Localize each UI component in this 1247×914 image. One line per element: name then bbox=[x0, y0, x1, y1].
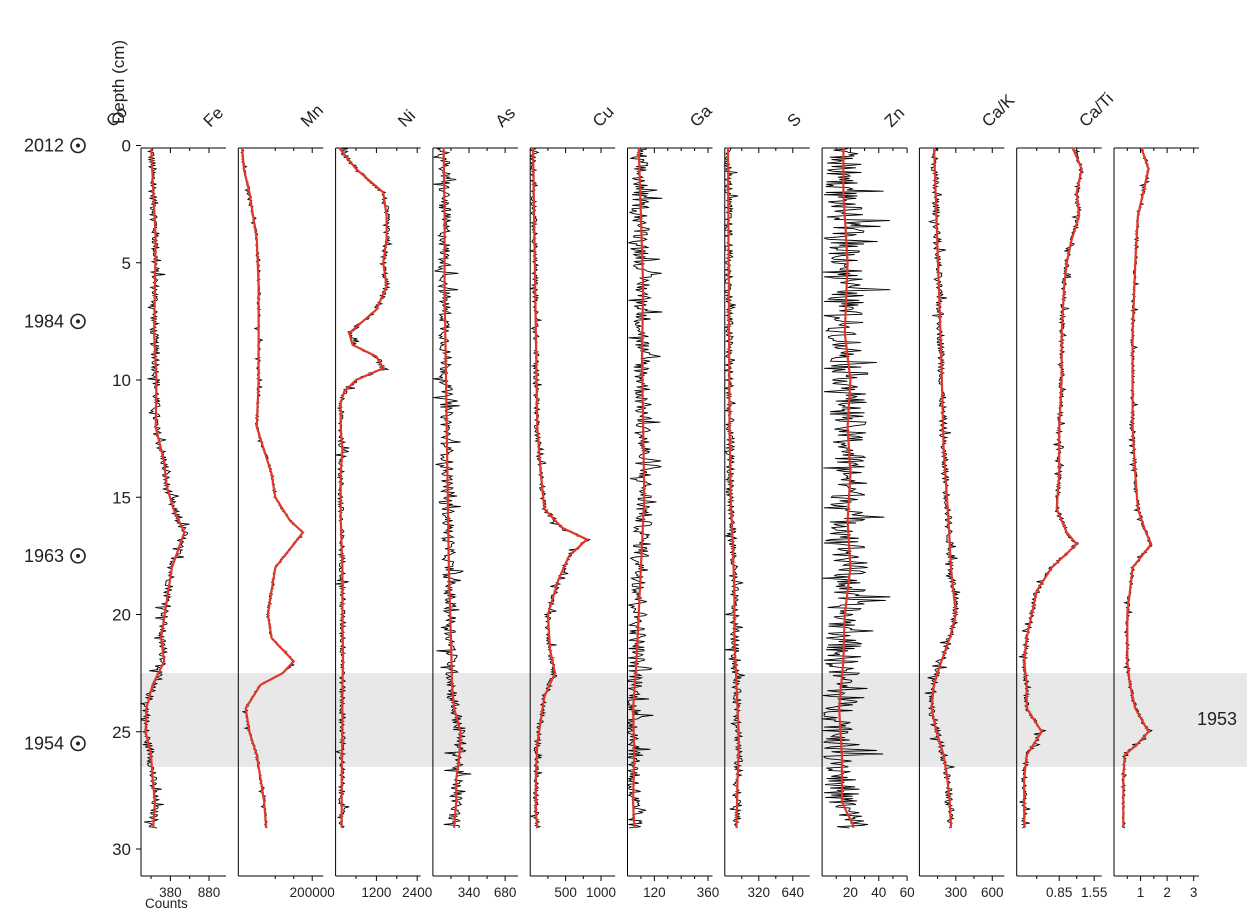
smoothed-series-line bbox=[338, 147, 388, 828]
x-tick-label: 20 bbox=[843, 885, 858, 900]
panel-label: Ca/K bbox=[978, 90, 1019, 131]
x-tick-label: 880 bbox=[198, 885, 221, 900]
smoothed-series-line bbox=[726, 147, 740, 828]
x-tick-label: 640 bbox=[782, 885, 805, 900]
depth-tick-label: 15 bbox=[112, 488, 131, 507]
panel-mn: 1200 2400 Mn bbox=[297, 101, 432, 900]
panel-label: Ca/Ti bbox=[1075, 89, 1117, 131]
dates-layer: 2012 1984 1963 1954 bbox=[24, 136, 86, 753]
smoothed-series-line bbox=[930, 147, 957, 828]
date-year-label: 1984 bbox=[24, 311, 64, 331]
panel-label: Fe bbox=[200, 103, 227, 130]
panel-ga: 320 640 Ga bbox=[686, 101, 810, 900]
date-marker-ring bbox=[70, 548, 86, 564]
panel-ni: 340 680 Ni bbox=[394, 106, 518, 900]
smoothed-series-line bbox=[442, 147, 462, 828]
x-tick-label: 3 bbox=[1190, 885, 1198, 900]
x-tick-label: 500 bbox=[554, 885, 577, 900]
date-marker-dot bbox=[76, 319, 80, 324]
panel-s: 20 40 60 S bbox=[783, 109, 914, 900]
x-tick-label: 320 bbox=[748, 885, 771, 900]
date-marker-dot bbox=[76, 553, 80, 558]
x-tick-label: 680 bbox=[494, 885, 517, 900]
date-year-label: 1963 bbox=[24, 546, 64, 566]
panel-label: Zn bbox=[881, 103, 908, 130]
x-tick-label: 2400 bbox=[402, 885, 432, 900]
x-tick-label: 300 bbox=[945, 885, 968, 900]
smoothed-series-line bbox=[837, 147, 855, 828]
x-tick-label: 1000 bbox=[586, 885, 616, 900]
depth-tick-label: 25 bbox=[112, 723, 131, 742]
panel-label: S bbox=[783, 109, 804, 130]
raw-series-line bbox=[626, 147, 663, 829]
depth-tick-label: 0 bbox=[122, 137, 131, 156]
smoothed-series-line bbox=[241, 147, 305, 828]
depth-tick-label: 20 bbox=[112, 606, 131, 625]
shaded-band bbox=[141, 673, 1247, 767]
shaded-band-label: 1953 bbox=[1197, 709, 1237, 729]
panel-label: As bbox=[492, 103, 519, 130]
x-tick-label: 1200 bbox=[361, 885, 391, 900]
date-marker-ring bbox=[70, 137, 86, 154]
depth-axis-label: Depth (cm) bbox=[109, 40, 128, 124]
panel-ca-k: 0.85 1.55 Ca/K bbox=[978, 90, 1107, 900]
panel-label: Mn bbox=[297, 101, 327, 131]
x-tick-label: 2 bbox=[1163, 885, 1171, 900]
depth-axis: 0 5 10 15 20 25 30 bbox=[112, 137, 142, 876]
panel-label: Cu bbox=[589, 102, 618, 131]
x-tick-label: 40 bbox=[871, 885, 886, 900]
smoothed-series-line bbox=[631, 147, 646, 828]
panel-zn: 300 600 Zn bbox=[881, 103, 1005, 900]
x-tick-label: 340 bbox=[458, 885, 481, 900]
x-tick-label: 0.85 bbox=[1046, 885, 1072, 900]
panel-label: Ga bbox=[686, 101, 716, 131]
x-tick-label: 1.55 bbox=[1081, 885, 1107, 900]
date-marker-ring bbox=[70, 735, 86, 752]
panel-cu: 120 360 Cu bbox=[589, 102, 719, 900]
date-marker-dot bbox=[76, 143, 80, 148]
panel-as: 500 1000 As bbox=[492, 103, 616, 900]
date-marker-dot bbox=[76, 741, 80, 746]
x-tick-label: 120 bbox=[643, 885, 666, 900]
counts-axis-label: Counts bbox=[145, 896, 188, 911]
panel-label: Ni bbox=[394, 106, 419, 131]
depth-tick-label: 30 bbox=[112, 840, 131, 859]
x-tick-label: 1 bbox=[1137, 885, 1145, 900]
date-year-label: 2012 bbox=[24, 136, 64, 156]
smoothed-series-line bbox=[531, 147, 589, 828]
smoothed-series-line bbox=[1122, 147, 1153, 828]
smoothed-series-line bbox=[144, 147, 186, 828]
x-tick-label: 60 bbox=[900, 885, 915, 900]
panel-fe: 200000 Fe bbox=[200, 103, 335, 900]
depth-tick-label: 5 bbox=[122, 254, 131, 273]
panel-ca-ti: 1 2 3 Ca/Ti bbox=[1075, 89, 1199, 900]
date-year-label: 1954 bbox=[24, 733, 64, 753]
x-tick-label: 600 bbox=[981, 885, 1004, 900]
depth-tick-label: 10 bbox=[112, 371, 131, 390]
x-tick-label: 380 bbox=[159, 885, 182, 900]
date-marker-ring bbox=[70, 313, 86, 330]
x-tick-label: 200000 bbox=[290, 885, 335, 900]
smoothed-series-line bbox=[1023, 147, 1083, 828]
x-tick-label: 360 bbox=[697, 885, 720, 900]
shaded-band-layer bbox=[141, 673, 1247, 767]
